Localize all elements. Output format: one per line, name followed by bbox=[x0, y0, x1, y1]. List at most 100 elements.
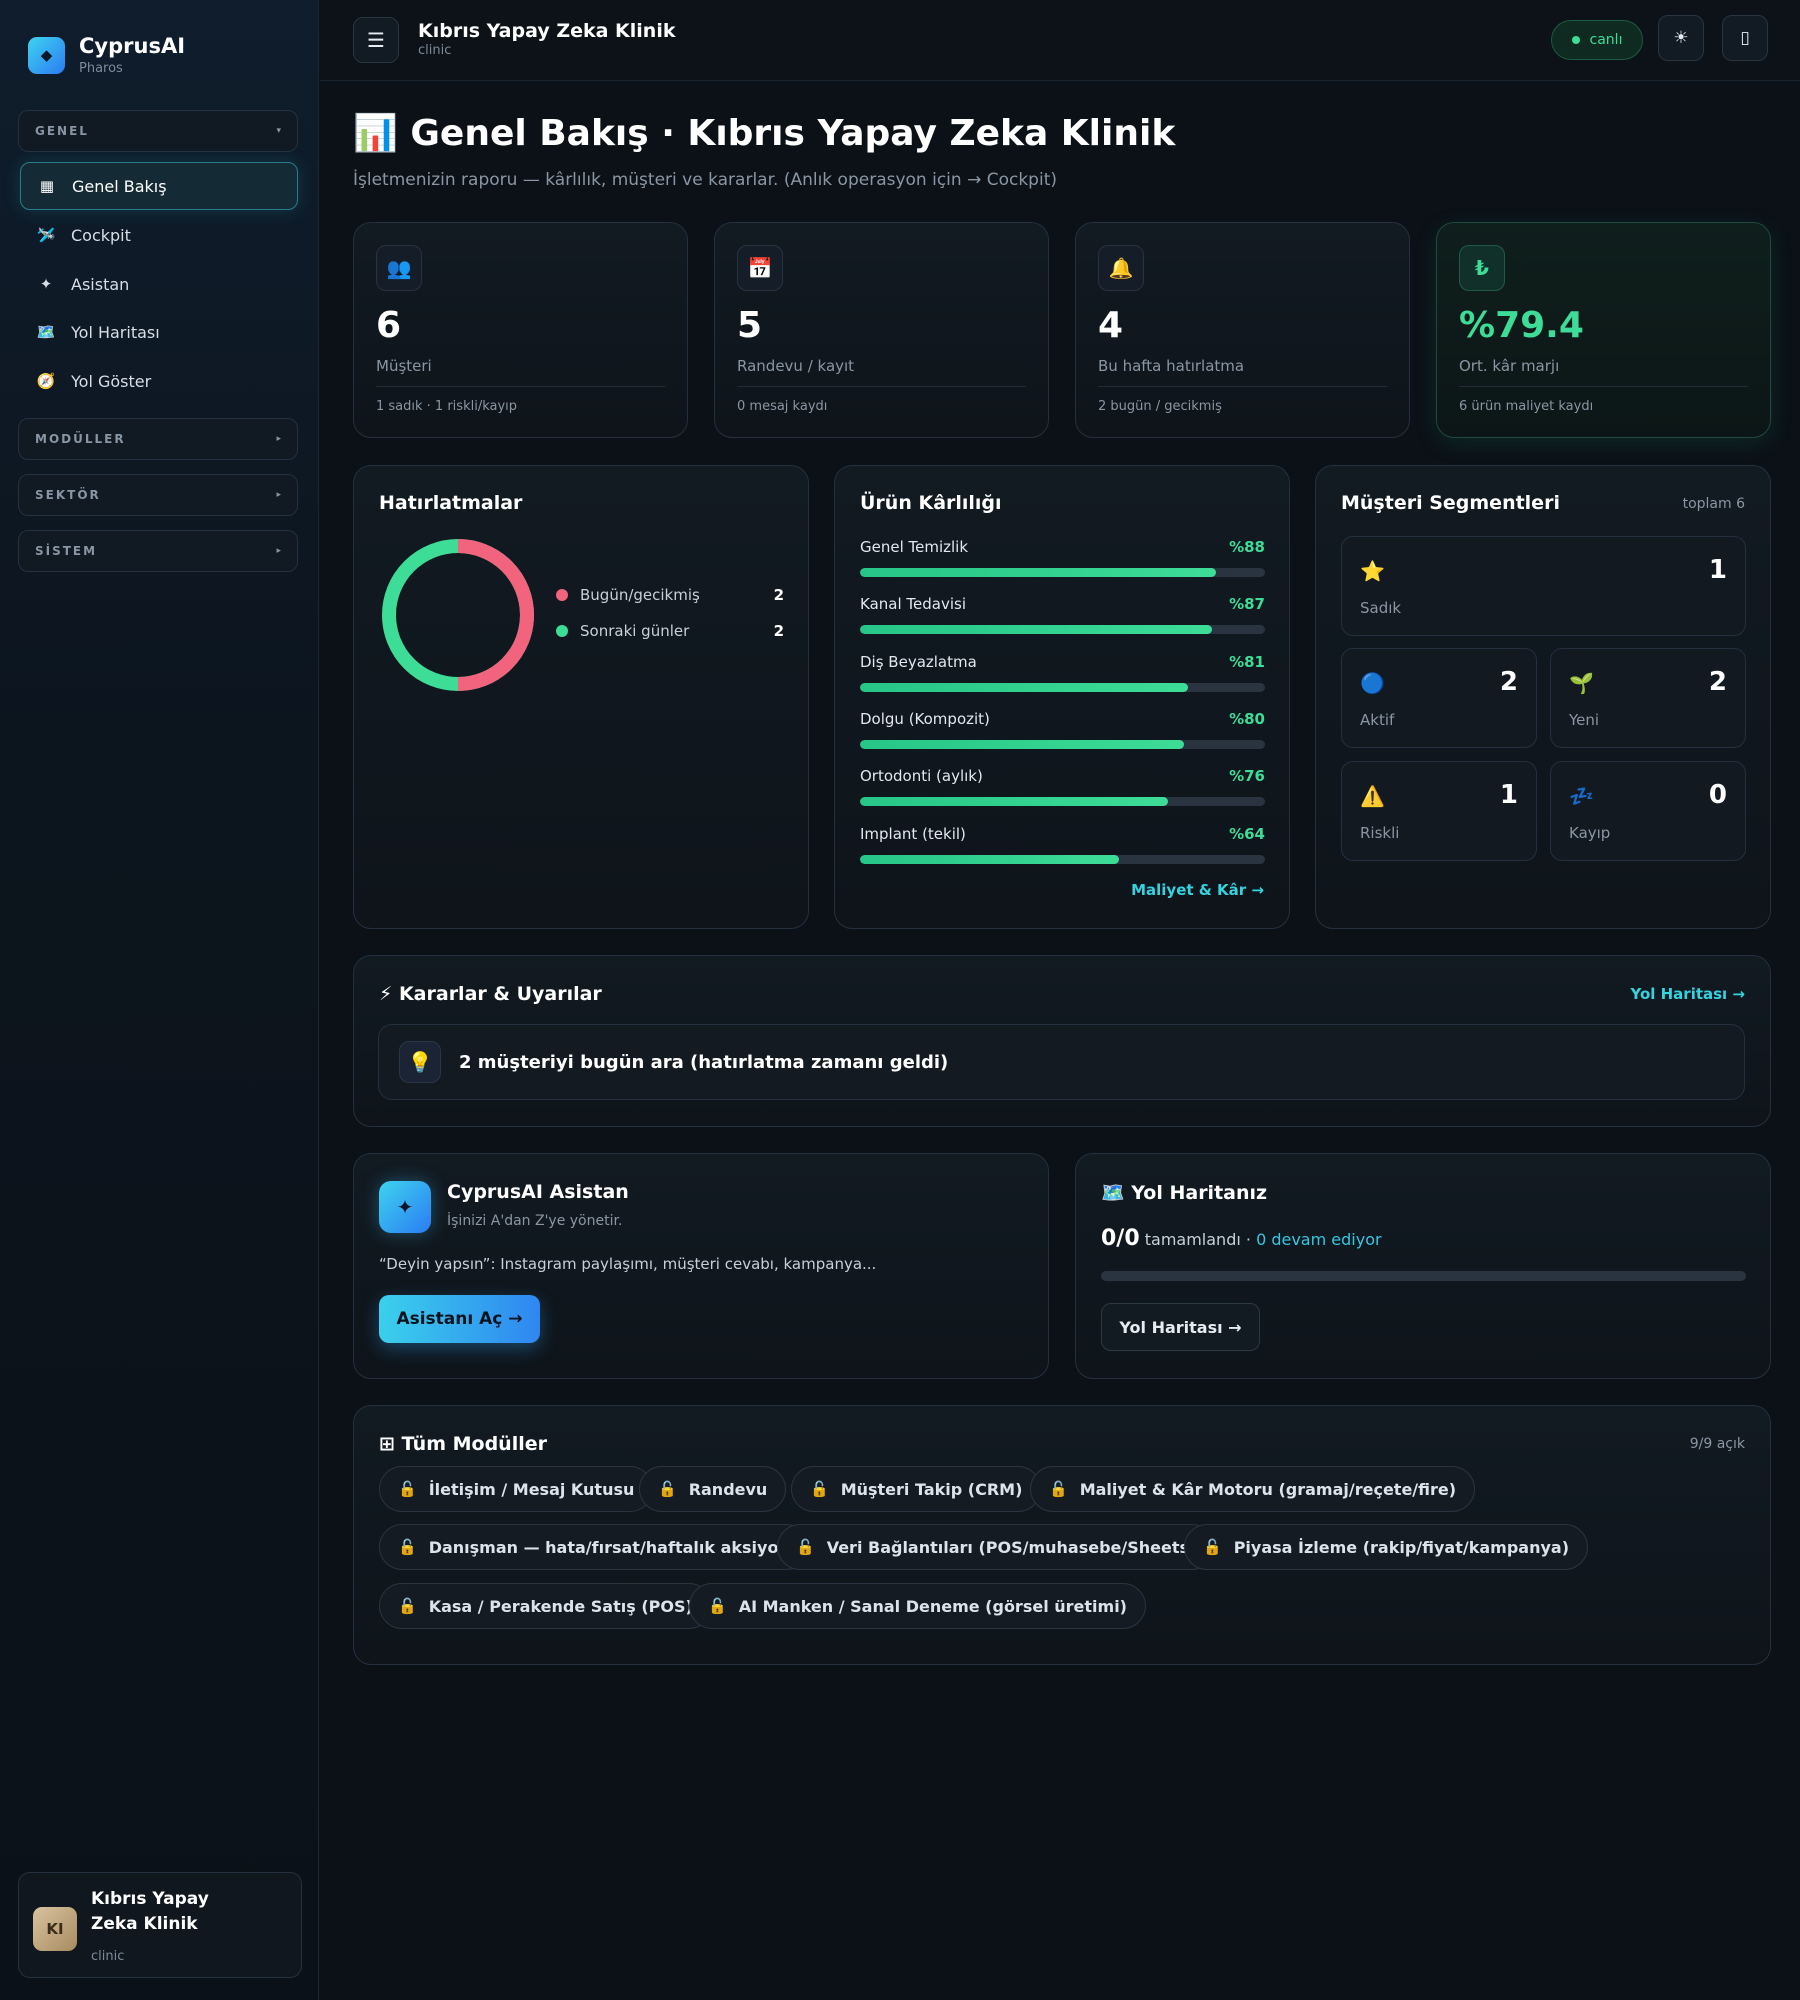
module-chip[interactable]: 🔓 Randevu bbox=[639, 1466, 787, 1512]
profit-bar-fill bbox=[860, 740, 1184, 749]
page-title: 📊 Genel Bakış · Kıbrıs Yapay Zeka Klinik bbox=[353, 113, 1176, 154]
diamond-icon: ◆ bbox=[28, 36, 65, 74]
profit-pct: %64 bbox=[1229, 825, 1265, 843]
theme-toggle-button[interactable]: ☀ bbox=[1658, 15, 1704, 61]
module-chip[interactable]: 🔓 Danışman — hata/fırsat/haftalık aksiyon bbox=[379, 1524, 809, 1570]
profit-row: Dolgu (Kompozit) %80 bbox=[860, 710, 1265, 749]
user-card[interactable]: KI Kıbrıs Yapay Zeka Klinik clinic bbox=[18, 1872, 302, 1978]
decision-alert[interactable]: 💡 2 müşteriyi bugün ara (hatırlatma zama… bbox=[378, 1024, 1745, 1100]
module-label: Piyasa İzleme (rakip/fiyat/kampanya) bbox=[1233, 1537, 1569, 1557]
map-icon: 🗺️ bbox=[36, 323, 56, 341]
module-chip[interactable]: 🔓 Veri Bağlantıları (POS/muhasebe/Sheets) bbox=[777, 1524, 1216, 1570]
page-subtitle: İşletmenizin raporu — kârlılık, müşteri … bbox=[353, 170, 1057, 190]
legend-value: 2 bbox=[773, 586, 784, 604]
sidebar-item-asistan[interactable]: ✦ Asistan bbox=[20, 260, 298, 308]
profit-row: Implant (tekil) %64 bbox=[860, 825, 1265, 864]
brand-sub: Pharos bbox=[79, 61, 123, 76]
segment-sadik[interactable]: ⭐ 1 Sadık bbox=[1341, 536, 1746, 636]
sleep-icon: 💤 bbox=[1569, 784, 1594, 808]
section-sistem[interactable]: SİSTEM ▸ bbox=[18, 530, 298, 572]
module-chip[interactable]: 🔓 Piyasa İzleme (rakip/fiyat/kampanya) bbox=[1184, 1524, 1588, 1570]
profit-bar-fill bbox=[860, 625, 1213, 634]
segment-aktif[interactable]: 🔵 2 Aktif bbox=[1341, 648, 1537, 748]
live-label: canlı bbox=[1589, 32, 1623, 48]
assistant-subtitle: İşinizi A'dan Z'ye yönetir. bbox=[447, 1213, 623, 1229]
module-chip[interactable]: 🔓 Müşteri Takip (CRM) bbox=[791, 1466, 1042, 1512]
segment-kayip[interactable]: 💤 0 Kayıp bbox=[1550, 761, 1746, 861]
topbar-subtitle: clinic bbox=[418, 43, 452, 58]
live-dot-icon bbox=[1571, 36, 1580, 44]
avatar: KI bbox=[33, 1907, 77, 1951]
divider bbox=[376, 386, 665, 387]
profit-row: Genel Temizlik %88 bbox=[860, 538, 1265, 577]
legend-label: Sonraki günler bbox=[580, 622, 690, 640]
unlock-icon: 🔓 bbox=[1203, 1538, 1222, 1556]
kpi-card-appointments[interactable]: 📅 5 Randevu / kayıt 0 mesaj kaydı bbox=[714, 222, 1049, 438]
module-chip[interactable]: 🔓 AI Manken / Sanal Deneme (görsel üretim… bbox=[689, 1583, 1146, 1629]
roadmap-card: 🗺️ Yol Haritanız 0/0 tamamlandı · 0 deva… bbox=[1075, 1153, 1771, 1379]
live-status-badge: canlı bbox=[1551, 20, 1643, 60]
segment-value: 2 bbox=[1708, 667, 1727, 697]
section-label: MODÜLLER bbox=[35, 432, 126, 446]
section-sektor[interactable]: SEKTÖR ▸ bbox=[18, 474, 298, 516]
roadmap-title: 🗺️ Yol Haritanız bbox=[1101, 1182, 1268, 1204]
kpi-footnote: 6 ürün maliyet kaydı bbox=[1459, 399, 1594, 414]
profit-bar-track bbox=[860, 683, 1265, 692]
reminders-donut bbox=[382, 539, 534, 691]
kpi-label: Randevu / kayıt bbox=[737, 357, 855, 375]
unlock-icon: 🔓 bbox=[398, 1538, 417, 1556]
module-chip[interactable]: 🔓 Maliyet & Kâr Motoru (gramaj/reçete/fir… bbox=[1030, 1466, 1476, 1512]
segment-yeni[interactable]: 🌱 2 Yeni bbox=[1550, 648, 1746, 748]
profit-title: Ürün Kârlılığı bbox=[860, 492, 1002, 514]
unlock-icon: 🔓 bbox=[1049, 1480, 1068, 1498]
roadmap-status: 0/0 tamamlandı · 0 devam ediyor bbox=[1101, 1226, 1382, 1251]
segment-value: 1 bbox=[1499, 780, 1518, 810]
section-genel[interactable]: GENEL ▾ bbox=[18, 110, 298, 152]
chevron-right-icon: ▸ bbox=[276, 546, 281, 556]
profit-row: Diş Beyazlatma %81 bbox=[860, 653, 1265, 692]
open-assistant-button[interactable]: Asistanı Aç → bbox=[379, 1295, 540, 1343]
sidebar-item-cockpit[interactable]: 🛩️ Cockpit bbox=[20, 211, 298, 259]
module-chip[interactable]: 🔓 Kasa / Perakende Satış (POS) bbox=[379, 1583, 712, 1629]
roadmap-progress-track bbox=[1101, 1271, 1746, 1281]
device-button[interactable]: ▯ bbox=[1722, 15, 1768, 61]
profit-bar-track bbox=[860, 568, 1265, 577]
sparkle-icon: ✦ bbox=[39, 275, 53, 293]
kpi-card-customers[interactable]: 👥 6 Müşteri 1 sadık · 1 riskli/kayıp bbox=[353, 222, 688, 438]
sidebar-item-genel-bakis[interactable]: ▦ Genel Bakış bbox=[20, 162, 298, 210]
kpi-value: 5 bbox=[737, 305, 763, 346]
chevron-down-icon: ▾ bbox=[276, 126, 281, 136]
cost-profit-link[interactable]: Maliyet & Kâr → bbox=[1131, 881, 1264, 899]
sidebar-item-label: Yol Göster bbox=[71, 371, 152, 391]
profit-pct: %81 bbox=[1229, 653, 1265, 671]
roadmap-button[interactable]: Yol Haritası → bbox=[1101, 1303, 1260, 1351]
legend-label: Bugün/gecikmiş bbox=[580, 586, 700, 604]
sidebar-item-yol-haritasi[interactable]: 🗺️ Yol Haritası bbox=[20, 308, 298, 356]
brand[interactable]: ◆ CyprusAI Pharos bbox=[28, 34, 185, 76]
section-moduller[interactable]: MODÜLLER ▸ bbox=[18, 418, 298, 460]
kpi-card-margin[interactable]: ₺ %79.4 Ort. kâr marjı 6 ürün maliyet ka… bbox=[1436, 222, 1771, 438]
kpi-card-reminders[interactable]: 🔔 4 Bu hafta hatırlatma 2 bugün / gecikm… bbox=[1075, 222, 1410, 438]
divider bbox=[737, 386, 1026, 387]
unlock-icon: 🔓 bbox=[810, 1480, 829, 1498]
divider bbox=[1098, 386, 1387, 387]
phone-icon: ▯ bbox=[1740, 28, 1750, 48]
airplane-icon: 🛩️ bbox=[36, 226, 56, 244]
menu-button[interactable]: ☰ bbox=[353, 17, 399, 63]
section-label: SEKTÖR bbox=[35, 488, 101, 502]
roadmap-link[interactable]: Yol Haritası → bbox=[1630, 985, 1745, 1003]
segments-title: Müşteri Segmentleri bbox=[1341, 492, 1560, 514]
section-label: GENEL bbox=[35, 124, 89, 138]
brand-name: CyprusAI bbox=[79, 34, 186, 58]
unlock-icon: 🔓 bbox=[398, 1597, 417, 1615]
section-label: SİSTEM bbox=[35, 544, 98, 558]
people-icon: 👥 bbox=[376, 245, 422, 291]
module-label: Veri Bağlantıları (POS/muhasebe/Sheets) bbox=[826, 1537, 1197, 1557]
topbar: ☰ Kıbrıs Yapay Zeka Klinik clinic canlı … bbox=[320, 0, 1800, 81]
sidebar-item-yol-goster[interactable]: 🧭 Yol Göster bbox=[20, 357, 298, 405]
segment-riskli[interactable]: ⚠️ 1 Riskli bbox=[1341, 761, 1537, 861]
module-label: AI Manken / Sanal Deneme (görsel üretimi… bbox=[738, 1596, 1127, 1616]
module-chip[interactable]: 🔓 İletişim / Mesaj Kutusu bbox=[379, 1466, 654, 1512]
profit-pct: %88 bbox=[1229, 538, 1265, 556]
module-label: Kasa / Perakende Satış (POS) bbox=[428, 1596, 693, 1616]
